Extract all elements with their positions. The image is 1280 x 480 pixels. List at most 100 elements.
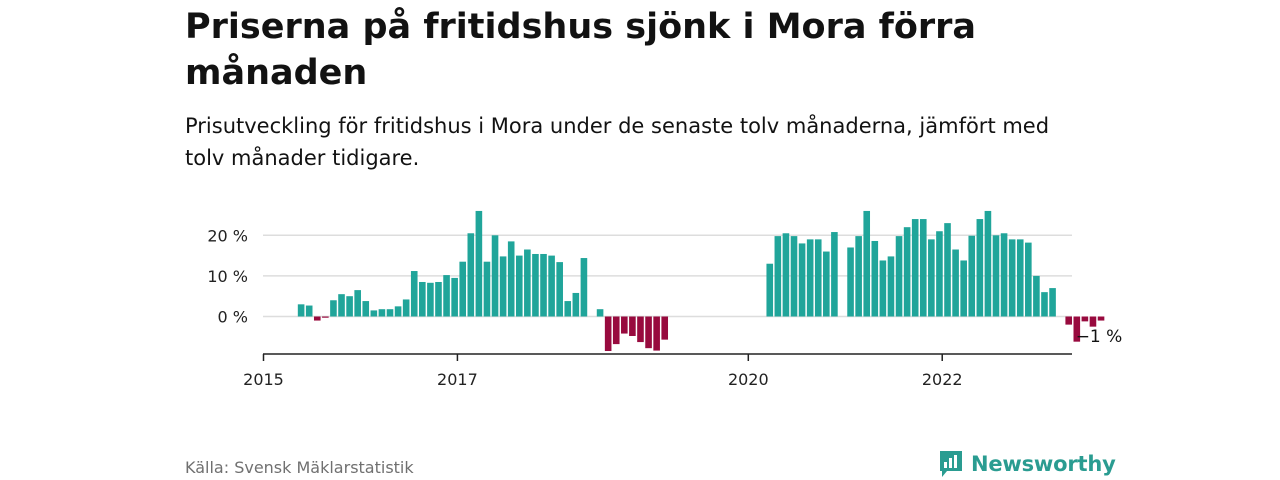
bar <box>394 306 402 317</box>
bar <box>305 305 313 317</box>
bar <box>952 249 959 317</box>
bar <box>871 240 879 317</box>
bar <box>968 235 976 317</box>
bar <box>1008 239 1016 317</box>
bar <box>863 210 871 317</box>
bar <box>919 219 927 317</box>
bar <box>661 316 669 340</box>
bar <box>507 241 515 317</box>
bar <box>475 210 483 317</box>
bar <box>1065 316 1073 325</box>
bar <box>782 233 790 317</box>
bar <box>322 316 329 318</box>
bar <box>467 233 475 317</box>
bar <box>855 236 862 317</box>
y-axis-labels: 0 % 10 % 20 % <box>207 226 248 326</box>
bar <box>499 256 507 317</box>
bar <box>653 316 660 351</box>
bar <box>621 316 628 334</box>
bar <box>386 309 394 317</box>
bar <box>1041 292 1048 317</box>
bar <box>798 243 806 317</box>
bar <box>960 260 967 317</box>
bar <box>402 299 410 317</box>
chart-subtitle: Prisutveckling för fritidshus i Mora und… <box>185 114 1050 170</box>
bar <box>419 281 426 317</box>
last-value-annotation: −1 % <box>1076 327 1123 347</box>
source-note: Källa: Svensk Mäklarstatistik <box>185 458 414 477</box>
bar <box>645 316 652 349</box>
bar <box>580 258 588 317</box>
bar <box>992 235 1000 317</box>
bar <box>362 301 370 317</box>
bar <box>596 309 604 317</box>
bar <box>823 251 830 317</box>
x-axis-ticks: 2015 2017 2020 2022 <box>243 354 963 389</box>
bar <box>612 316 620 345</box>
bar <box>443 275 450 317</box>
bar <box>564 301 572 317</box>
bar <box>548 255 555 317</box>
bar <box>629 316 636 336</box>
bar <box>928 239 935 317</box>
bar <box>1049 288 1056 317</box>
bar <box>903 227 911 317</box>
bar <box>774 236 782 317</box>
bar <box>427 282 434 317</box>
x-tick-label: 2015 <box>243 370 284 389</box>
bar <box>887 256 895 317</box>
bar <box>604 316 612 352</box>
bar <box>540 253 547 317</box>
bar <box>911 219 919 317</box>
bar <box>459 261 467 317</box>
logo-text: Newsworthy <box>971 452 1116 476</box>
bar <box>515 255 523 317</box>
bar <box>338 294 345 317</box>
bar <box>410 271 418 317</box>
bar <box>532 253 539 317</box>
y-tick-label: 0 % <box>218 308 248 327</box>
bar <box>524 249 531 317</box>
bar <box>984 210 992 317</box>
bar <box>895 236 903 317</box>
bar <box>1073 316 1081 342</box>
bar <box>1089 316 1097 327</box>
bar <box>790 236 798 317</box>
bar <box>806 239 814 317</box>
bar <box>1000 233 1008 317</box>
bar <box>483 261 491 317</box>
bar <box>313 316 321 321</box>
bar <box>1033 275 1040 317</box>
bar <box>378 309 386 317</box>
bar <box>435 281 442 317</box>
bar <box>297 304 305 317</box>
bar-chart-bubble-icon <box>940 451 962 477</box>
bar <box>1097 316 1105 321</box>
bars <box>297 210 1105 352</box>
bar <box>451 277 458 317</box>
bar <box>354 290 361 317</box>
x-tick-label: 2020 <box>728 370 769 389</box>
newsworthy-logo[interactable]: Newsworthy <box>938 450 1116 478</box>
bar <box>814 239 822 317</box>
bar <box>1081 316 1089 322</box>
x-tick-label: 2017 <box>437 370 478 389</box>
bar <box>491 235 499 317</box>
bar <box>831 232 838 317</box>
bar <box>330 300 337 317</box>
y-tick-label: 20 % <box>207 226 248 245</box>
bar <box>1016 239 1024 317</box>
bar <box>346 296 353 317</box>
bar <box>847 247 854 317</box>
bar <box>976 219 984 317</box>
bar <box>556 262 563 317</box>
bar <box>766 263 774 317</box>
x-tick-label: 2022 <box>922 370 963 389</box>
y-tick-label: 10 % <box>207 267 248 286</box>
bar <box>370 310 378 317</box>
bar <box>944 223 951 317</box>
bar <box>637 316 644 343</box>
bar <box>572 292 580 317</box>
bar <box>936 231 943 317</box>
